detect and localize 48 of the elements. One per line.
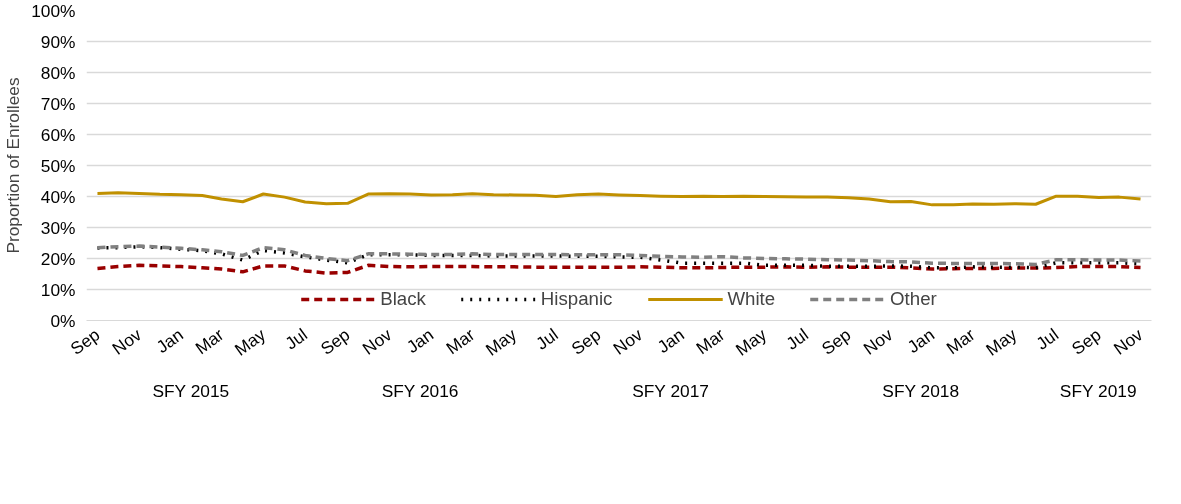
x-tick-label: Nov xyxy=(859,324,897,359)
x-tick-label: Jul xyxy=(1032,324,1063,354)
text: SFY 2016 xyxy=(381,380,459,401)
y-tick-label: 0% xyxy=(50,310,76,331)
x-tick-label: Jan xyxy=(903,324,939,358)
y-tick-label: 40% xyxy=(40,186,76,207)
y-tick-label: 50% xyxy=(40,155,76,176)
x-tick-label: Jan xyxy=(653,324,688,358)
x-tick-label: Jan xyxy=(402,324,438,358)
x-tick-label: Nov xyxy=(358,324,396,359)
x-tick-label: May xyxy=(230,324,270,360)
x-tick-label: Nov xyxy=(609,324,647,359)
line-series xyxy=(95,191,1143,207)
text: SFY 2019 xyxy=(1059,380,1137,401)
text: SFY 2017 xyxy=(632,380,709,401)
y-tick-label: 100% xyxy=(31,0,76,21)
x-tick-label: May xyxy=(481,324,521,360)
legend-label: Black xyxy=(380,288,426,310)
y-tick-label: 90% xyxy=(40,31,76,52)
x-tick-label: Jul xyxy=(782,324,812,354)
y-tick-label: 30% xyxy=(40,217,76,238)
line-series xyxy=(95,263,1143,275)
x-tick-label: Sep xyxy=(567,324,605,359)
legend-label: Hispanic xyxy=(540,288,613,310)
legend-label: White xyxy=(727,288,776,310)
x-tick-label: May xyxy=(982,324,1021,360)
legend-label: Other xyxy=(890,288,937,310)
x-tick-label: Sep xyxy=(1067,324,1105,359)
y-tick-label: 20% xyxy=(40,248,76,269)
y-axis-title: Proportion of Enrollees xyxy=(3,77,24,254)
x-tick-label: Mar xyxy=(942,324,979,359)
y-tick-label: 10% xyxy=(40,279,76,300)
x-tick-label: Mar xyxy=(191,324,228,359)
y-tick-label: 60% xyxy=(40,124,76,145)
x-tick-label: Nov xyxy=(108,324,146,359)
x-tick-label: Mar xyxy=(442,324,479,359)
y-tick-label: 80% xyxy=(40,62,76,83)
text: SFY 2015 xyxy=(152,380,230,401)
x-tick-label: Jul xyxy=(532,324,562,354)
text: SFY 2018 xyxy=(882,380,960,401)
x-tick-label: Nov xyxy=(1109,324,1147,359)
x-tick-label: Jan xyxy=(152,324,187,358)
y-tick-label: 70% xyxy=(40,93,76,114)
x-tick-label: Mar xyxy=(692,324,729,359)
x-tick-label: Sep xyxy=(817,324,855,359)
x-tick-label: Jul xyxy=(281,324,311,354)
x-tick-label: May xyxy=(731,324,771,360)
x-tick-label: Sep xyxy=(316,324,354,359)
